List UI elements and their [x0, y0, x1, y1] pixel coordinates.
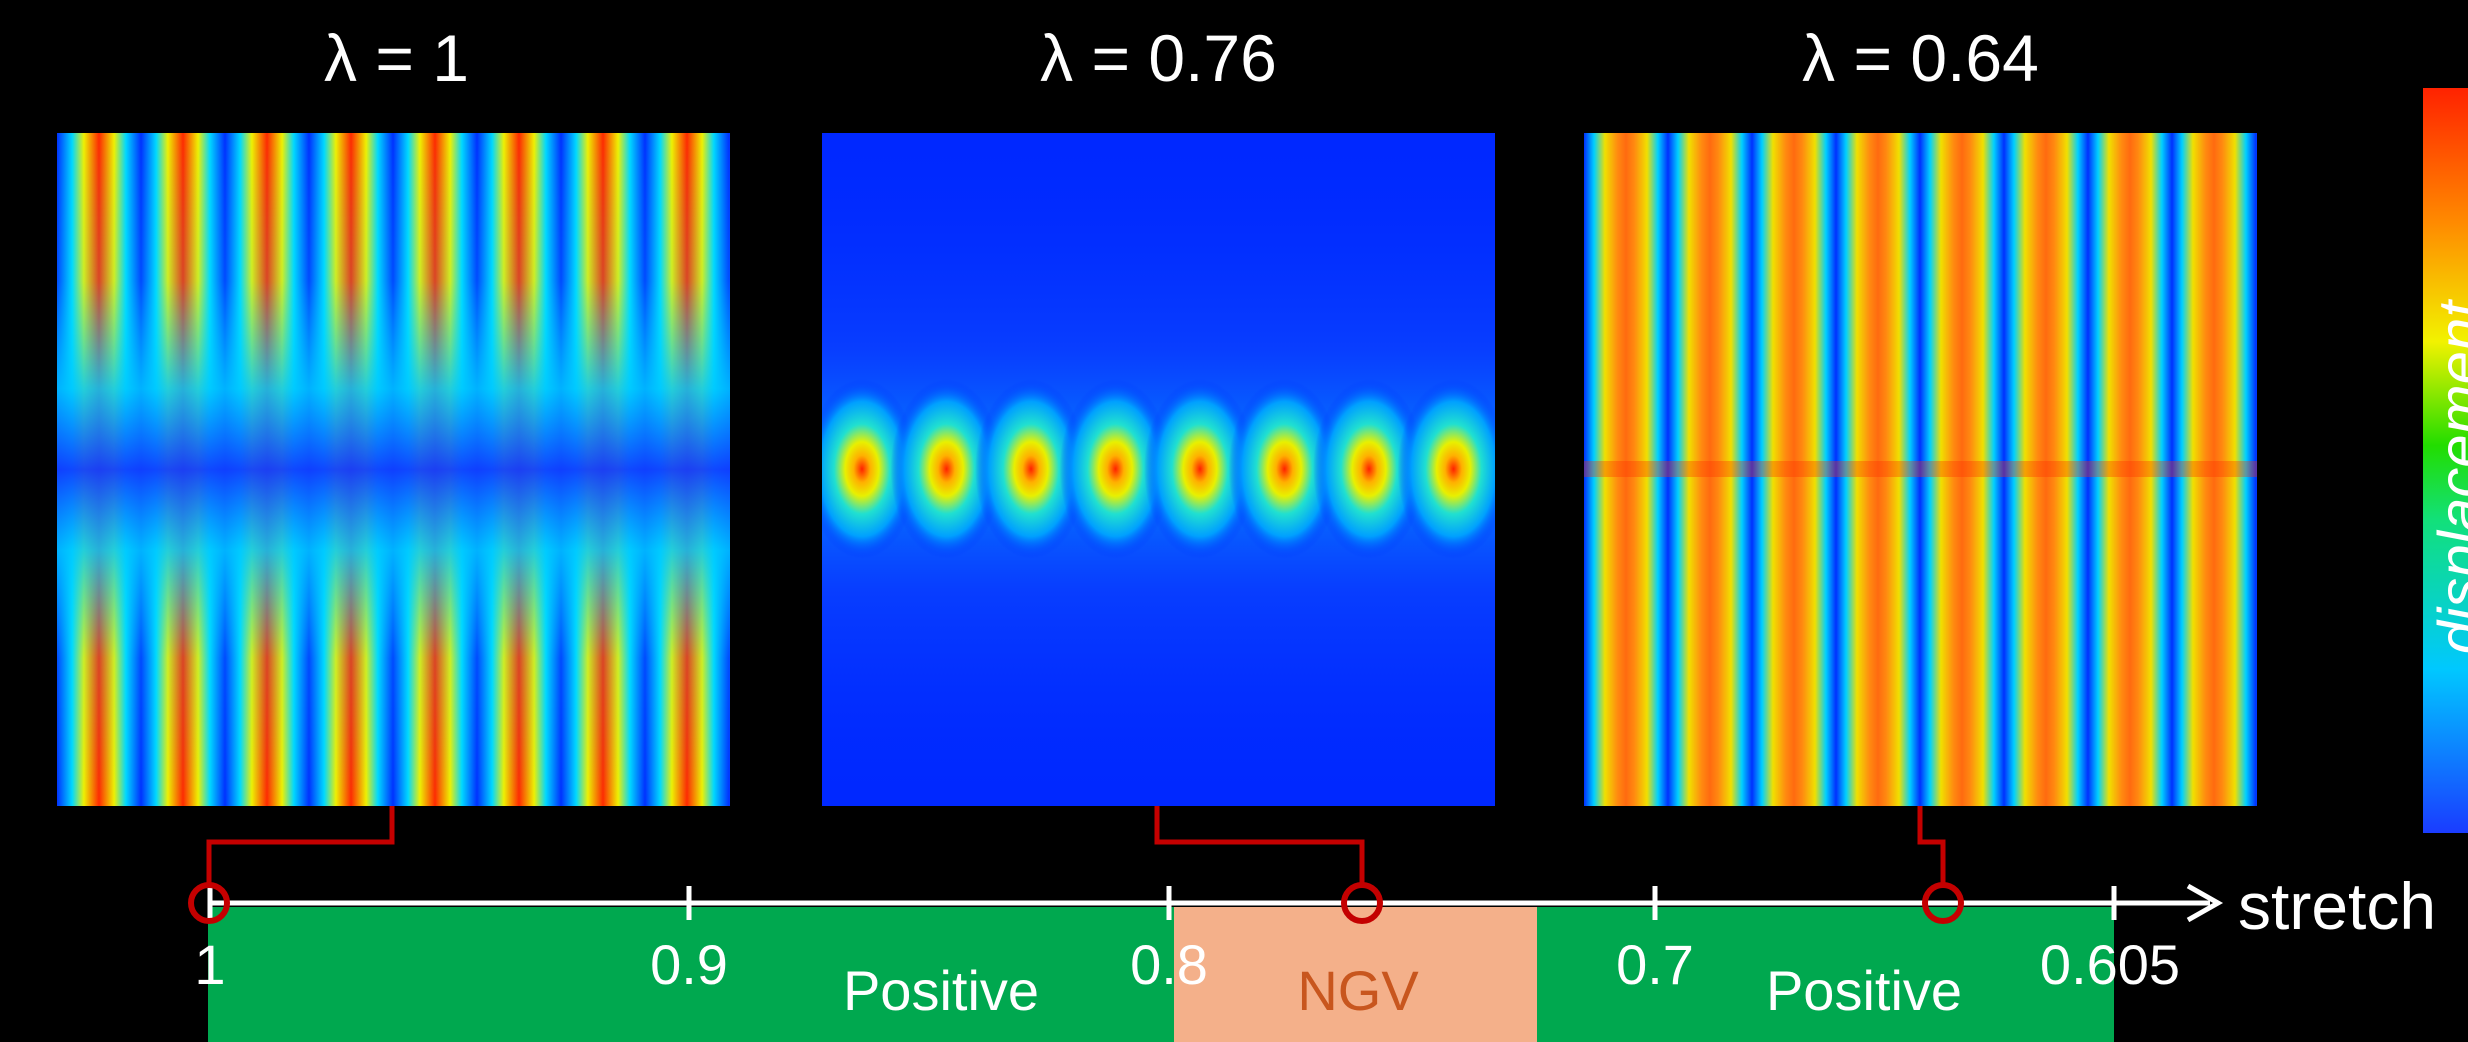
axis-label-stretch: stretch	[2238, 869, 2437, 943]
region-label-positive-2: Positive	[1765, 959, 1963, 1022]
displacement-map-3	[1584, 133, 2257, 806]
connector-2	[1154, 806, 1365, 888]
tick-label-0.9: 0.9	[650, 933, 728, 996]
tick-label-0.605: 0.605	[2039, 933, 2181, 996]
axis-arrowhead	[2186, 883, 2224, 923]
tick-label-1: 1	[194, 933, 226, 996]
marker-2	[1341, 882, 1383, 924]
localized-spot	[1313, 379, 1425, 559]
tick-label-0.7: 0.7	[1616, 933, 1694, 996]
connector-3	[1917, 806, 1946, 888]
localized-spot	[1228, 379, 1341, 559]
colorbar	[2423, 88, 2468, 833]
localized-spot	[975, 379, 1087, 559]
region-label-ngv: NGV	[1297, 959, 1419, 1022]
panel-title-2: λ = 0.76	[1040, 21, 1277, 95]
region-band-ngv	[1174, 907, 1537, 1042]
panel-title-1: λ = 1	[324, 21, 469, 95]
localized-spot	[1397, 379, 1495, 559]
marker-1	[188, 882, 230, 924]
localized-spot	[1059, 379, 1172, 559]
region-band-positive-1	[208, 907, 1174, 1042]
localized-spot	[890, 379, 1003, 559]
connector-1	[206, 806, 395, 888]
panel-title-3: λ = 0.64	[1802, 21, 2039, 95]
displacement-map-1	[57, 133, 730, 806]
region-label-positive-1: Positive	[842, 959, 1040, 1022]
localized-spot	[1144, 379, 1256, 559]
displacement-map-2	[822, 133, 1495, 806]
localized-spot	[822, 379, 918, 559]
marker-3	[1922, 882, 1964, 924]
region-band-positive-2	[1537, 907, 2114, 1042]
tick-label-0.8: 0.8	[1130, 933, 1208, 996]
